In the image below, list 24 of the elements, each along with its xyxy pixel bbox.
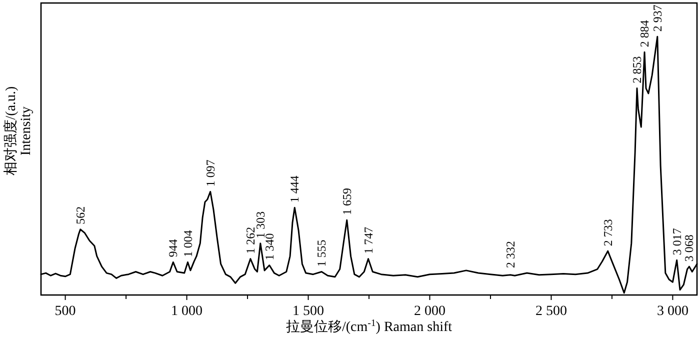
annotation: 1 262 (243, 226, 258, 254)
x-tick-label: 2 000 (414, 304, 446, 319)
y-axis-title: 相对强度/(a.u.) Intensity (3, 86, 34, 176)
annotation: 1 555 (314, 240, 329, 267)
x-tick-label: 1 000 (171, 304, 203, 319)
x-tick-label: 500 (54, 304, 76, 319)
annotation: 2 853 (630, 56, 644, 84)
x-tick-label: 1 500 (292, 304, 324, 319)
annotation: 562 (73, 206, 88, 224)
x-tick-label: 3 000 (656, 304, 688, 319)
annotation: 3 017 (670, 228, 684, 256)
annotation: 3 068 (682, 234, 696, 262)
annotation: 1 747 (361, 226, 376, 254)
annotation: 1 659 (340, 188, 354, 216)
annotation: 1 444 (288, 176, 302, 203)
annotation: 2 884 (638, 20, 652, 48)
annotation: 1 097 (203, 160, 218, 187)
annotation: 944 (166, 239, 180, 258)
annotation: 2 733 (600, 219, 615, 246)
annotation: 2 937 (650, 4, 664, 32)
x-axis-title: 拉曼位移/(cm$^{-1}$) Raman shift (286, 318, 452, 335)
annotation: 2 332 (503, 241, 518, 268)
annotation: 1 004 (180, 230, 195, 258)
x-tick-label: 2 500 (535, 304, 567, 319)
